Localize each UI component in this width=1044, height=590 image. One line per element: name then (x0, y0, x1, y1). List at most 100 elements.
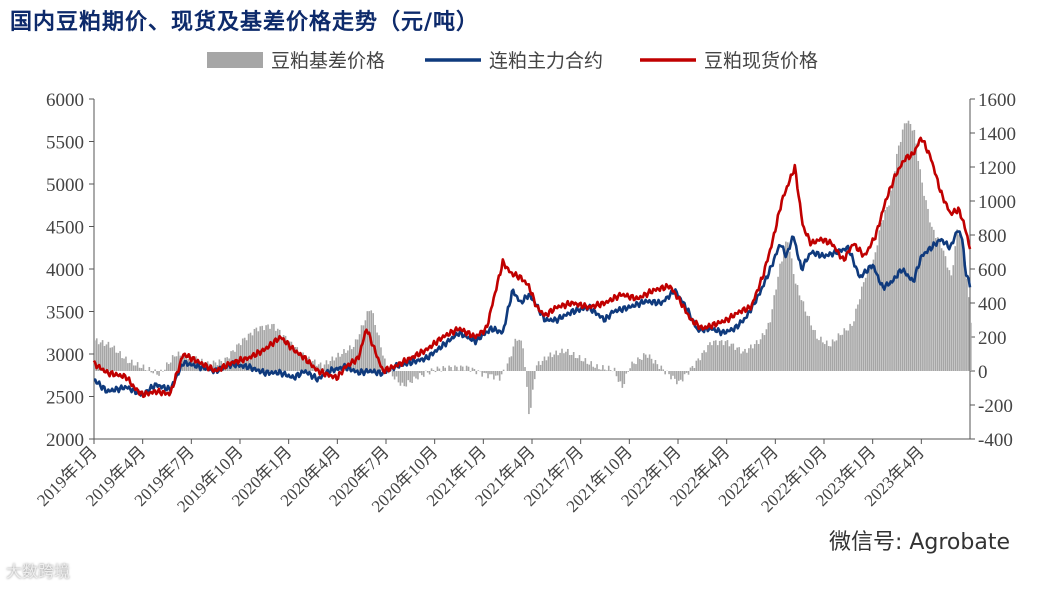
basis-bar (960, 238, 962, 371)
basis-bar (866, 269, 869, 371)
basis-bar (563, 353, 565, 371)
basis-bar (530, 371, 532, 408)
basis-bar (549, 352, 552, 371)
basis-bar (701, 352, 703, 371)
legend-label: 豆粕现货价格 (704, 50, 818, 72)
basis-bar (347, 350, 349, 371)
basis-bar (839, 335, 842, 371)
basis-bar (829, 346, 832, 371)
basis-bar (166, 362, 168, 371)
basis-bar (485, 371, 487, 374)
basis-bar (399, 371, 402, 386)
basis-bar (590, 361, 592, 371)
basis-bar (672, 371, 674, 376)
basis-bar (465, 365, 468, 371)
basis-bar (101, 340, 104, 371)
basis-bar (878, 230, 881, 371)
basis-bar (382, 355, 384, 371)
basis-bar (931, 226, 933, 371)
basis-bar (664, 371, 666, 375)
basis-bar (313, 359, 316, 371)
y-left-tick-label: 5500 (46, 133, 84, 154)
basis-bar (467, 366, 470, 371)
basis-bar (537, 361, 540, 371)
basis-bar (481, 371, 483, 377)
basis-bar (899, 141, 902, 371)
basis-bar (430, 368, 433, 371)
basis-bar (343, 349, 345, 371)
basis-bar (543, 356, 546, 371)
basis-bar (551, 357, 554, 371)
basis-bar (950, 275, 953, 371)
basis-bar (827, 346, 830, 371)
basis-bar (625, 371, 628, 374)
basis-bar (707, 345, 709, 371)
basis-bar (413, 371, 415, 377)
y-right-tick-label: -400 (978, 430, 1013, 451)
basis-bar (354, 339, 357, 371)
basis-bar (345, 352, 347, 371)
basis-bar (378, 335, 380, 371)
basis-bar (901, 129, 904, 371)
basis-bar (713, 340, 715, 371)
basis-bar (532, 371, 534, 390)
basis-bar (876, 245, 879, 371)
basis-bar (572, 352, 575, 371)
basis-bar (103, 345, 106, 371)
basis-bar (948, 270, 951, 371)
basis-bar (113, 345, 116, 371)
basis-bar (822, 342, 824, 371)
basis-bar (372, 313, 374, 371)
basis-bar (255, 327, 258, 371)
basis-bar (512, 346, 515, 371)
basis-bar (352, 346, 355, 371)
basis-bar (136, 362, 139, 371)
basis-bar (376, 332, 378, 371)
basis-bar (720, 340, 723, 371)
basis-bar (629, 368, 631, 371)
basis-bar (833, 341, 836, 371)
basis-bar (646, 357, 649, 371)
basis-bar (290, 341, 293, 371)
basis-bar (687, 371, 690, 375)
basis-bar (341, 353, 343, 371)
basis-bar (849, 323, 851, 371)
basis-bar (123, 358, 125, 371)
basis-bar (771, 309, 774, 371)
basis-bar (652, 363, 655, 371)
basis-bar (150, 371, 153, 373)
basis-bar (450, 366, 452, 371)
basis-bar (927, 208, 929, 371)
basis-bar (473, 369, 476, 371)
y-right-tick-label: 1200 (978, 158, 1016, 179)
basis-bar (364, 320, 367, 371)
y-left-tick-label: 3500 (46, 303, 84, 324)
basis-bar (580, 360, 583, 371)
basis-bar (317, 364, 320, 371)
basis-bar (693, 367, 696, 371)
basis-bar (127, 363, 129, 371)
basis-bar (337, 352, 339, 371)
basis-bar (442, 366, 445, 371)
basis-bar (508, 357, 511, 371)
basis-bar (785, 241, 787, 371)
basis-bar (500, 371, 503, 375)
basis-bar (709, 342, 711, 371)
y-right-tick-label: 200 (978, 328, 1007, 349)
basis-bar (574, 357, 577, 371)
basis-bar (607, 365, 610, 371)
basis-bar (327, 364, 330, 371)
basis-bar (783, 252, 785, 371)
basis-bar (831, 339, 834, 371)
basis-bar (489, 371, 491, 375)
basis-bar (384, 358, 386, 371)
basis-bar (592, 366, 594, 371)
basis-bar (224, 357, 227, 371)
basis-bar (409, 371, 411, 383)
basis-bar (678, 371, 680, 381)
basis-bar (158, 371, 160, 376)
basis-bar (177, 351, 180, 371)
basis-bar (459, 365, 462, 371)
basis-bar (602, 365, 604, 371)
basis-bar (238, 343, 240, 371)
